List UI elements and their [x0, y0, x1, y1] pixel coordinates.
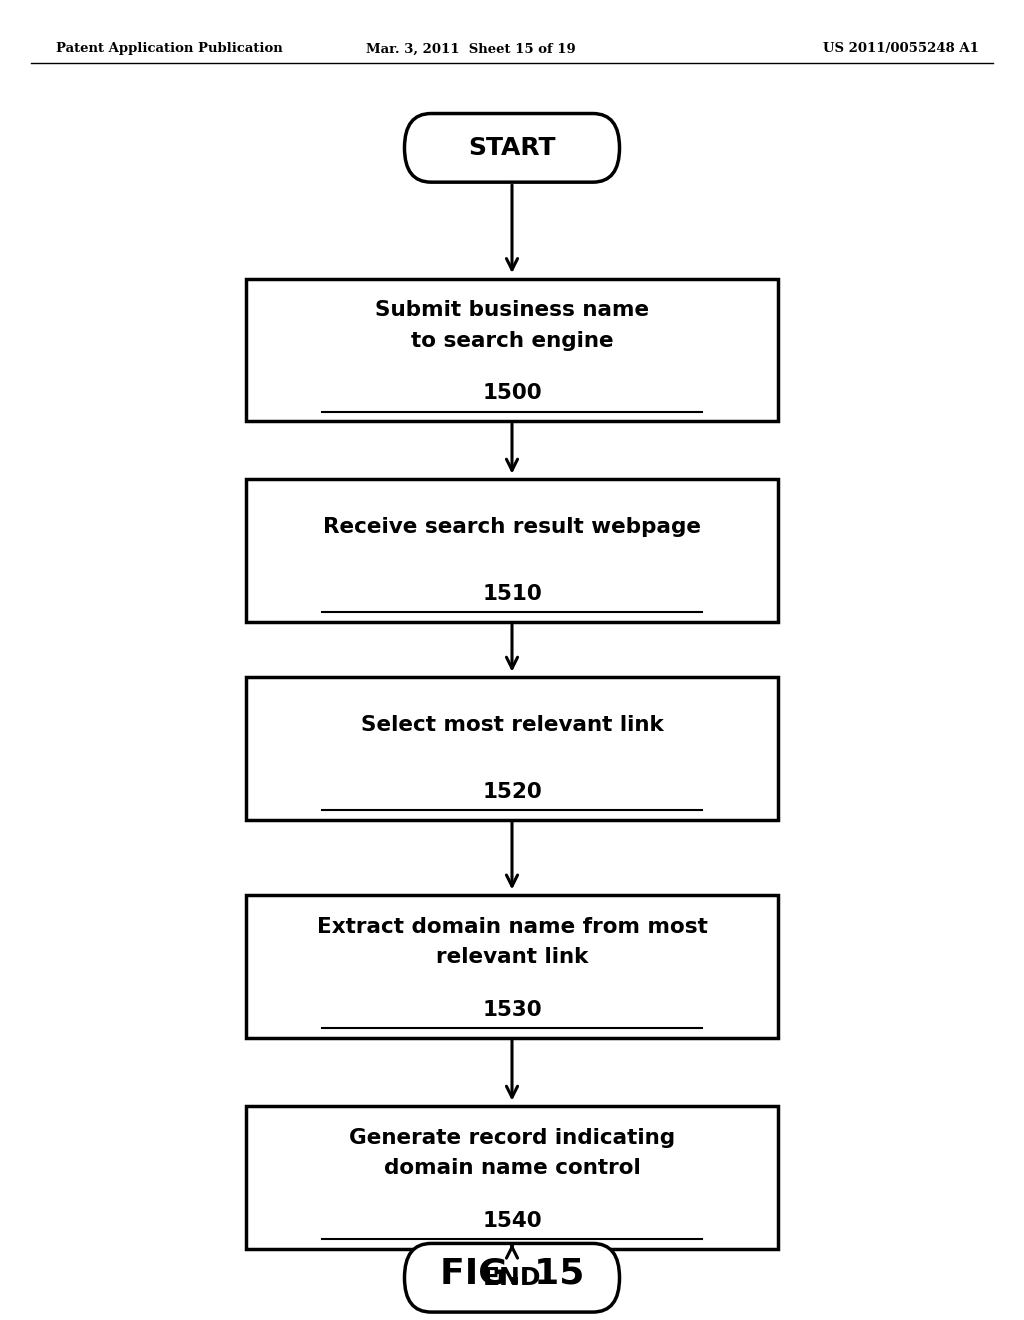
- Text: domain name control: domain name control: [384, 1158, 640, 1179]
- Bar: [246, 895, 778, 1038]
- Text: Submit business name: Submit business name: [375, 300, 649, 321]
- Text: Extract domain name from most: Extract domain name from most: [316, 916, 708, 937]
- Text: 1520: 1520: [482, 781, 542, 803]
- FancyBboxPatch shape: [404, 1243, 620, 1312]
- Text: Patent Application Publication: Patent Application Publication: [56, 42, 283, 55]
- Text: 1500: 1500: [482, 383, 542, 404]
- Text: START: START: [468, 136, 556, 160]
- Text: 1540: 1540: [482, 1210, 542, 1232]
- Text: Generate record indicating: Generate record indicating: [349, 1127, 675, 1148]
- Bar: [246, 479, 778, 622]
- Text: Select most relevant link: Select most relevant link: [360, 714, 664, 735]
- Text: FIG. 15: FIG. 15: [440, 1257, 584, 1291]
- Text: US 2011/0055248 A1: US 2011/0055248 A1: [823, 42, 979, 55]
- Text: to search engine: to search engine: [411, 330, 613, 351]
- Bar: [246, 677, 778, 820]
- Text: relevant link: relevant link: [436, 946, 588, 968]
- Text: Mar. 3, 2011  Sheet 15 of 19: Mar. 3, 2011 Sheet 15 of 19: [367, 42, 575, 55]
- Text: 1530: 1530: [482, 999, 542, 1020]
- Text: Receive search result webpage: Receive search result webpage: [323, 516, 701, 537]
- Bar: [246, 1106, 778, 1249]
- Text: END: END: [482, 1266, 542, 1290]
- Bar: [246, 279, 778, 421]
- FancyBboxPatch shape: [404, 114, 620, 182]
- Text: 1510: 1510: [482, 583, 542, 605]
